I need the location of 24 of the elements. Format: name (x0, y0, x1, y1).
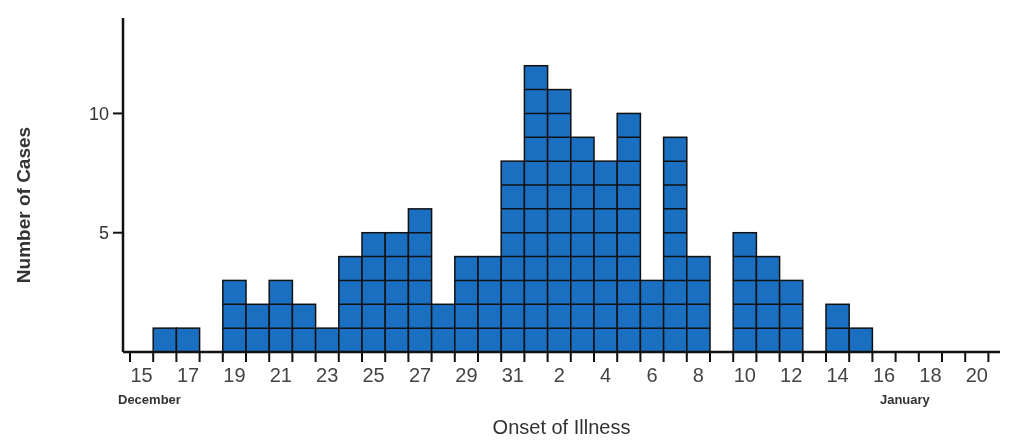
x-tick-label: 4 (600, 364, 612, 386)
y-tick-label: 5 (98, 223, 109, 244)
x-tick-label: 12 (780, 364, 803, 386)
x-tick-label: 10 (733, 364, 756, 386)
x-tick-label: 19 (223, 364, 246, 386)
x-tick-label: 16 (872, 364, 896, 386)
x-tick-label: 17 (176, 364, 200, 386)
x-tick-label: 8 (692, 364, 704, 386)
text: January (879, 392, 931, 407)
x-tick-label: 31 (501, 364, 524, 386)
x-tick-label: 23 (316, 364, 339, 386)
x-tick-label: 29 (455, 364, 478, 386)
x-axis-title: Onset of Illness (492, 416, 631, 438)
x-tick-label: 6 (646, 364, 658, 386)
x-tick-label: 18 (919, 364, 942, 386)
text: December (118, 392, 181, 407)
x-tick-label: 2 (553, 364, 565, 386)
x-tick-label: 15 (130, 364, 153, 386)
x-tick-label: 20 (965, 364, 988, 386)
x-tick-label: 27 (408, 364, 432, 386)
x-tick-label: 21 (269, 364, 292, 386)
x-tick-label: 14 (826, 364, 849, 386)
y-axis-title: Number of Cases (13, 126, 34, 284)
x-tick-label: 25 (362, 364, 385, 386)
